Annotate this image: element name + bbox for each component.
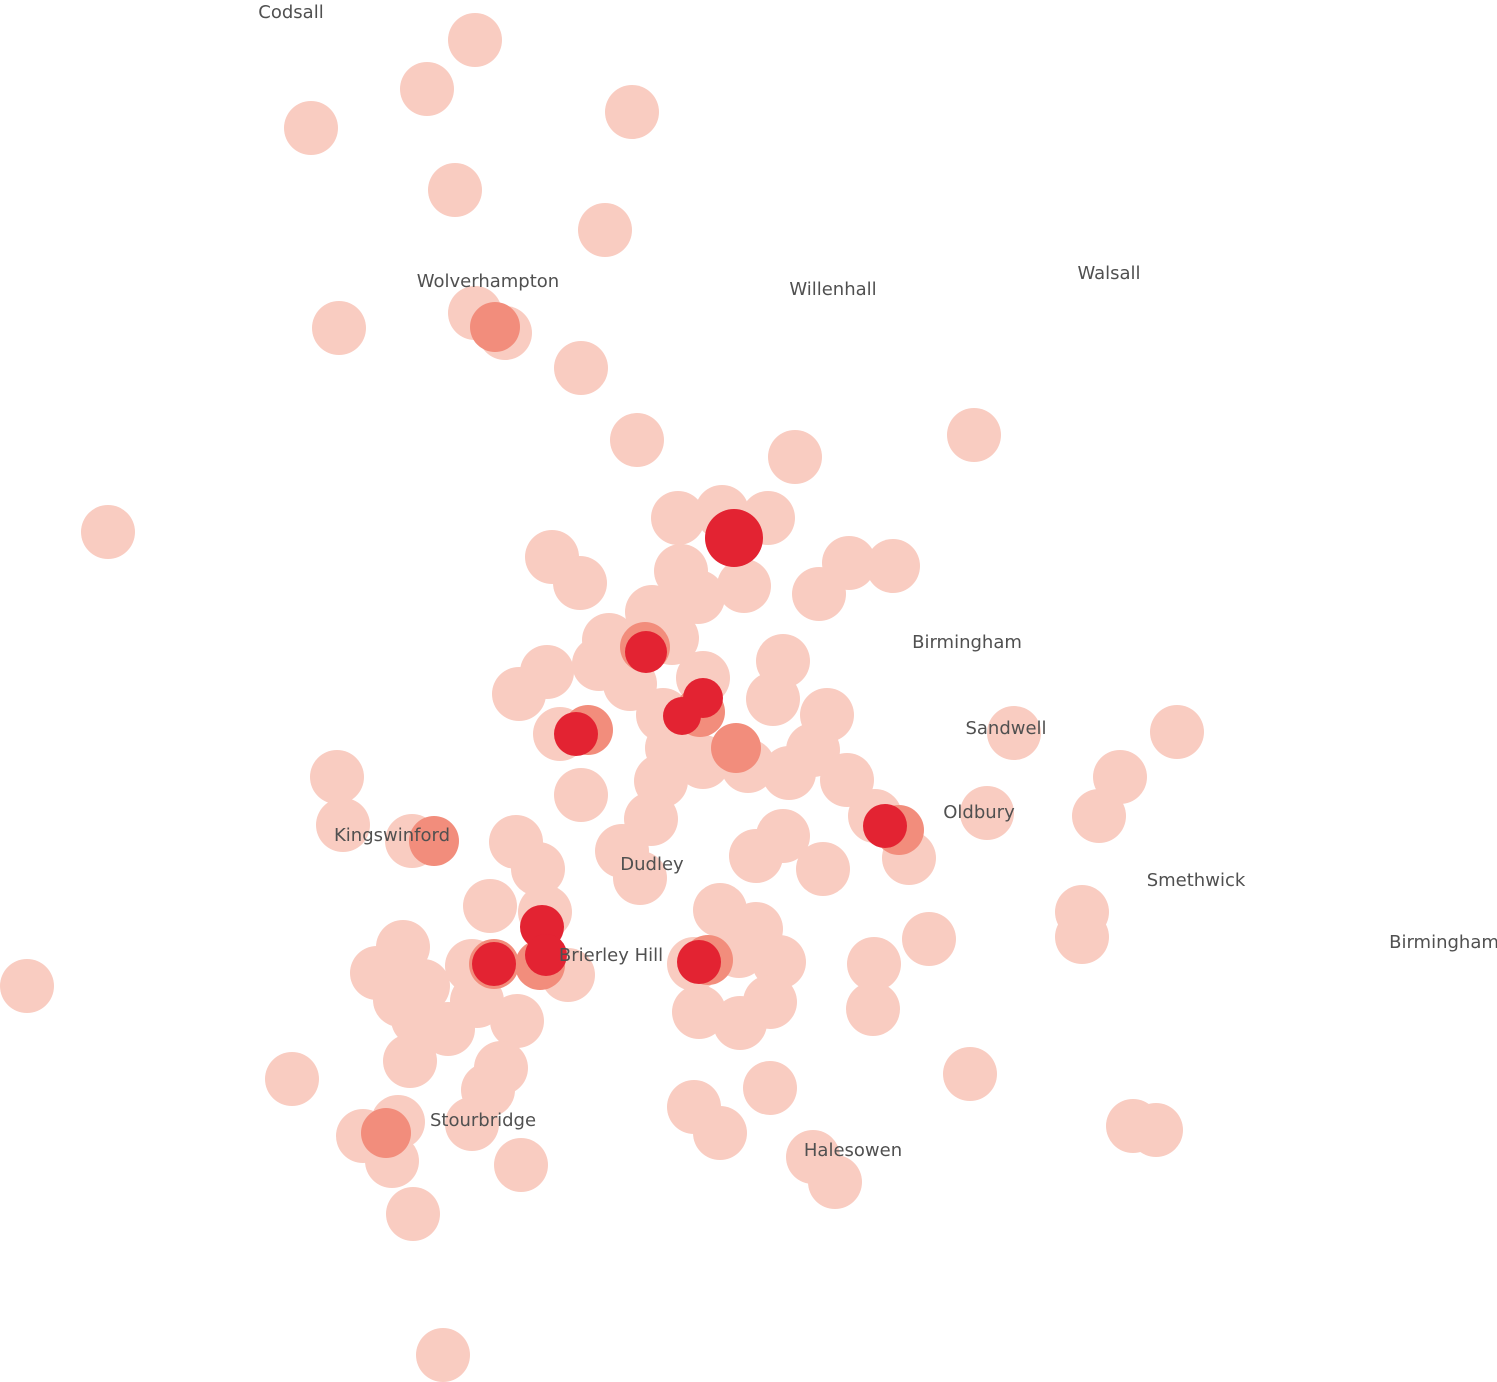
point-marker-low bbox=[1072, 789, 1126, 843]
label-smethwick: Smethwick bbox=[1147, 870, 1246, 891]
point-marker-low bbox=[693, 1106, 747, 1160]
label-codsall: Codsall bbox=[258, 2, 323, 23]
point-marker-mid bbox=[361, 1108, 411, 1158]
point-marker-high bbox=[663, 697, 701, 735]
point-marker-low bbox=[0, 959, 54, 1013]
point-marker-low bbox=[717, 559, 771, 613]
point-marker-low bbox=[445, 1097, 499, 1151]
point-marker-low bbox=[490, 994, 544, 1048]
label-dudley: Dudley bbox=[620, 854, 684, 875]
label-halesowen: Halesowen bbox=[804, 1140, 902, 1161]
point-marker-high bbox=[525, 934, 567, 976]
point-marker-low bbox=[265, 1052, 319, 1106]
point-marker-low bbox=[822, 536, 876, 590]
point-marker-low bbox=[554, 768, 608, 822]
point-marker-low bbox=[81, 505, 135, 559]
point-marker-low bbox=[902, 912, 956, 966]
point-marker-low bbox=[943, 1047, 997, 1101]
point-marker-low bbox=[448, 13, 502, 67]
point-marker-low bbox=[768, 430, 822, 484]
point-marker-high bbox=[625, 631, 667, 673]
point-marker-low bbox=[386, 1187, 440, 1241]
label-walsall: Walsall bbox=[1077, 263, 1140, 284]
point-marker-low bbox=[578, 203, 632, 257]
point-marker-high bbox=[472, 942, 516, 986]
label-willenhall: Willenhall bbox=[789, 279, 876, 300]
point-marker-low bbox=[316, 798, 370, 852]
point-marker-low bbox=[847, 937, 901, 991]
points-layer bbox=[0, 13, 1204, 1382]
point-marker-low bbox=[671, 570, 725, 624]
point-marker-high bbox=[554, 712, 598, 756]
label-birmingham-north: Birmingham bbox=[912, 632, 1022, 653]
point-marker-low bbox=[756, 809, 810, 863]
point-marker-high bbox=[677, 940, 721, 984]
point-marker-low bbox=[310, 750, 364, 804]
point-marker-low bbox=[284, 101, 338, 155]
point-marker-mid bbox=[470, 302, 520, 352]
point-marker-low bbox=[613, 851, 667, 905]
point-marker-low bbox=[383, 1034, 437, 1088]
point-marker-low bbox=[416, 1328, 470, 1382]
point-marker-low bbox=[960, 786, 1014, 840]
point-marker-low bbox=[554, 341, 608, 395]
labels-layer: Codsall Wolverhampton Willenhall Walsall… bbox=[258, 2, 1497, 1161]
point-marker-low bbox=[1055, 910, 1109, 964]
point-marker-low bbox=[846, 982, 900, 1036]
point-marker-low bbox=[808, 1155, 862, 1209]
point-marker-low bbox=[494, 1138, 548, 1192]
point-marker-low bbox=[610, 413, 664, 467]
point-marker-mid bbox=[409, 816, 459, 866]
label-stourbridge: Stourbridge bbox=[430, 1110, 536, 1131]
label-kingswinford: Kingswinford bbox=[334, 825, 450, 846]
point-marker-low bbox=[672, 985, 726, 1039]
label-brierley-hill: Brierley Hill bbox=[559, 945, 663, 966]
point-marker-low bbox=[492, 667, 546, 721]
label-birmingham-east: Birmingham bbox=[1389, 932, 1497, 953]
point-marker-low bbox=[866, 539, 920, 593]
point-marker-low bbox=[428, 163, 482, 217]
point-marker-low bbox=[796, 842, 850, 896]
point-marker-low bbox=[1150, 705, 1204, 759]
label-wolverhampton: Wolverhampton bbox=[417, 271, 559, 292]
point-marker-high bbox=[705, 509, 763, 567]
point-marker-low bbox=[605, 85, 659, 139]
point-marker-low bbox=[553, 556, 607, 610]
point-marker-low bbox=[987, 706, 1041, 760]
point-marker-low bbox=[746, 672, 800, 726]
point-marker-low bbox=[1129, 1103, 1183, 1157]
label-sandwell: Sandwell bbox=[965, 718, 1046, 739]
label-oldbury: Oldbury bbox=[943, 802, 1015, 823]
point-marker-high bbox=[863, 804, 907, 848]
point-marker-low bbox=[312, 301, 366, 355]
point-marker-mid bbox=[711, 723, 761, 773]
point-marker-low bbox=[463, 879, 517, 933]
point-marker-low bbox=[743, 1061, 797, 1115]
point-marker-low bbox=[651, 491, 705, 545]
point-marker-low bbox=[511, 842, 565, 896]
point-marker-low bbox=[400, 62, 454, 116]
point-marker-low bbox=[947, 408, 1001, 462]
point-marker-low bbox=[743, 975, 797, 1029]
